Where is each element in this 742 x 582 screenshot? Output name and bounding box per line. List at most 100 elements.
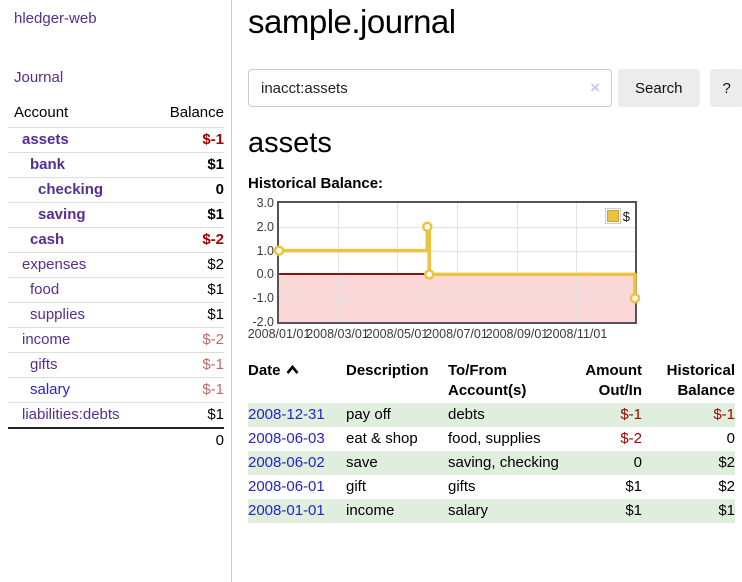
account-link[interactable]: food: [30, 281, 60, 298]
transaction-accounts: saving, checking: [448, 451, 560, 475]
account-link[interactable]: expenses: [22, 256, 87, 273]
transaction-balance: 0: [726, 430, 735, 447]
y-axis-tick-label: 3.0: [256, 196, 274, 210]
transaction-amount: $-1: [560, 403, 642, 427]
account-heading: assets: [248, 127, 332, 159]
transaction-amount: 0: [560, 451, 642, 475]
help-button[interactable]: ?: [709, 69, 742, 107]
account-balance: $1: [207, 156, 224, 173]
x-axis-tick-label: 2008/01/01: [247, 327, 311, 341]
transaction-accounts: debts: [448, 403, 560, 427]
account-row-food: food $1: [8, 277, 224, 302]
transaction-description: save: [346, 451, 448, 475]
transaction-date-link[interactable]: 2008-01-01: [248, 502, 325, 519]
register-row: 2008-06-02 save saving, checking 0 $2: [248, 451, 735, 475]
historical-balance-chart: $ 3.0 2.0 1.0 0.0 -1.0 -2.0 2008/01/01 2008/03/…: [248, 197, 742, 343]
account-row-bank: bank $1: [8, 152, 224, 177]
account-link[interactable]: gifts: [30, 356, 58, 373]
main-content: sample.journal × Search ? assets Histori…: [248, 0, 742, 523]
transaction-description: eat & shop: [346, 430, 418, 447]
transaction-balance: $-1: [642, 403, 735, 427]
chart-title: Historical Balance:: [248, 175, 384, 192]
account-row-salary: salary $-1: [8, 377, 224, 402]
legend-series-label: $: [622, 208, 630, 224]
accounts-total-row: 0: [8, 427, 224, 453]
sidebar-item-journal[interactable]: Journal: [14, 69, 64, 86]
balance-column-header: Balance: [169, 104, 224, 121]
chart-series-line: [273, 221, 641, 304]
account-column-header: Account: [14, 104, 69, 121]
transaction-date-link[interactable]: 2008-06-03: [248, 430, 325, 447]
search-form: × Search ?: [248, 69, 742, 107]
transaction-date-link[interactable]: 2008-06-02: [248, 454, 325, 471]
transaction-balance: $1: [642, 499, 735, 523]
search-input[interactable]: [248, 69, 612, 107]
account-balance: $1: [207, 281, 224, 298]
transaction-date-link[interactable]: 2008-06-01: [248, 478, 325, 495]
transaction-balance: $2: [718, 478, 735, 495]
search-box: ×: [248, 69, 612, 107]
account-link[interactable]: assets: [22, 131, 69, 148]
account-row-checking: checking 0: [8, 177, 224, 202]
account-row-cash: cash $-2: [8, 227, 224, 252]
transaction-accounts: food, supplies: [448, 430, 541, 447]
account-balance: $1: [207, 306, 224, 323]
x-axis-tick-label: 2008/05/01: [365, 327, 429, 341]
account-balance: $-2: [202, 231, 224, 248]
account-balance: $-1: [202, 356, 224, 373]
accounts-table-header: Account Balance: [8, 102, 224, 127]
sort-ascending-icon: [286, 365, 299, 374]
account-row-gifts: gifts $-1: [8, 352, 224, 377]
column-header-date[interactable]: Date: [248, 359, 346, 403]
transaction-date-link[interactable]: 2008-12-31: [248, 406, 325, 423]
register-row: 2008-06-03 eat & shop food, supplies $-2…: [248, 427, 735, 451]
accounts-total-value: 0: [215, 432, 224, 449]
search-button[interactable]: Search: [618, 69, 700, 107]
account-row-expenses: expenses $2: [8, 252, 224, 277]
column-header-accounts: To/From Account(s): [448, 362, 527, 399]
transaction-amount: $-2: [620, 430, 642, 447]
transaction-accounts: gifts: [448, 478, 476, 495]
clear-search-icon[interactable]: ×: [590, 78, 600, 97]
account-link[interactable]: income: [22, 331, 71, 348]
account-link[interactable]: checking: [38, 181, 104, 198]
accounts-table: Account Balance assets $-1 bank $1 check…: [8, 102, 224, 453]
account-link[interactable]: supplies: [30, 306, 86, 323]
account-row-assets: assets $-1: [8, 127, 224, 152]
account-balance: 0: [215, 181, 224, 198]
page-title: sample.journal: [248, 3, 456, 40]
account-balance: $1: [207, 406, 224, 423]
register-header-row: Date Description To/From Account(s) Amou…: [248, 359, 735, 403]
transaction-balance: $2: [642, 451, 735, 475]
chart-legend: $: [604, 208, 630, 224]
account-link[interactable]: saving: [38, 206, 86, 223]
y-axis-tick-label: -2.0: [252, 315, 274, 329]
legend-color-swatch: [606, 210, 619, 222]
x-axis-tick-label: 2008/03/01: [306, 327, 369, 341]
app-brand-link[interactable]: hledger-web: [14, 10, 97, 27]
account-row-income: income $-2: [8, 327, 224, 352]
x-axis-tick-label: 2008/07/01: [425, 327, 488, 341]
account-link[interactable]: salary: [30, 381, 71, 398]
account-row-supplies: supplies $1: [8, 302, 224, 327]
register-table: Date Description To/From Account(s) Amou…: [248, 359, 735, 523]
account-row-liabilities-debts: liabilities:debts $1: [8, 402, 224, 427]
account-balance: $1: [207, 206, 224, 223]
transaction-description: pay off: [346, 403, 448, 427]
account-link[interactable]: cash: [30, 231, 65, 248]
account-balance: $-1: [202, 131, 224, 148]
column-header-description: Description: [346, 362, 429, 379]
legend-swatch-frame: [604, 208, 621, 224]
x-axis-tick-label: 2008/09/01: [485, 327, 549, 341]
account-link[interactable]: liabilities:debts: [22, 406, 120, 423]
column-header-amount: Amount Out/In: [585, 362, 642, 399]
transaction-description: income: [346, 499, 448, 523]
sidebar: hledger-web Journal Account Balance asse…: [0, 0, 232, 582]
x-axis-tick-label: 2008/11/01: [545, 327, 608, 341]
register-row: 2008-12-31 pay off debts $-1 $-1: [248, 403, 735, 427]
account-balance: $2: [207, 256, 224, 273]
y-axis-tick-label: 0.0: [256, 267, 274, 282]
account-row-saving: saving $1: [8, 202, 224, 227]
account-link[interactable]: bank: [30, 156, 66, 173]
account-balance: $-1: [202, 381, 224, 398]
